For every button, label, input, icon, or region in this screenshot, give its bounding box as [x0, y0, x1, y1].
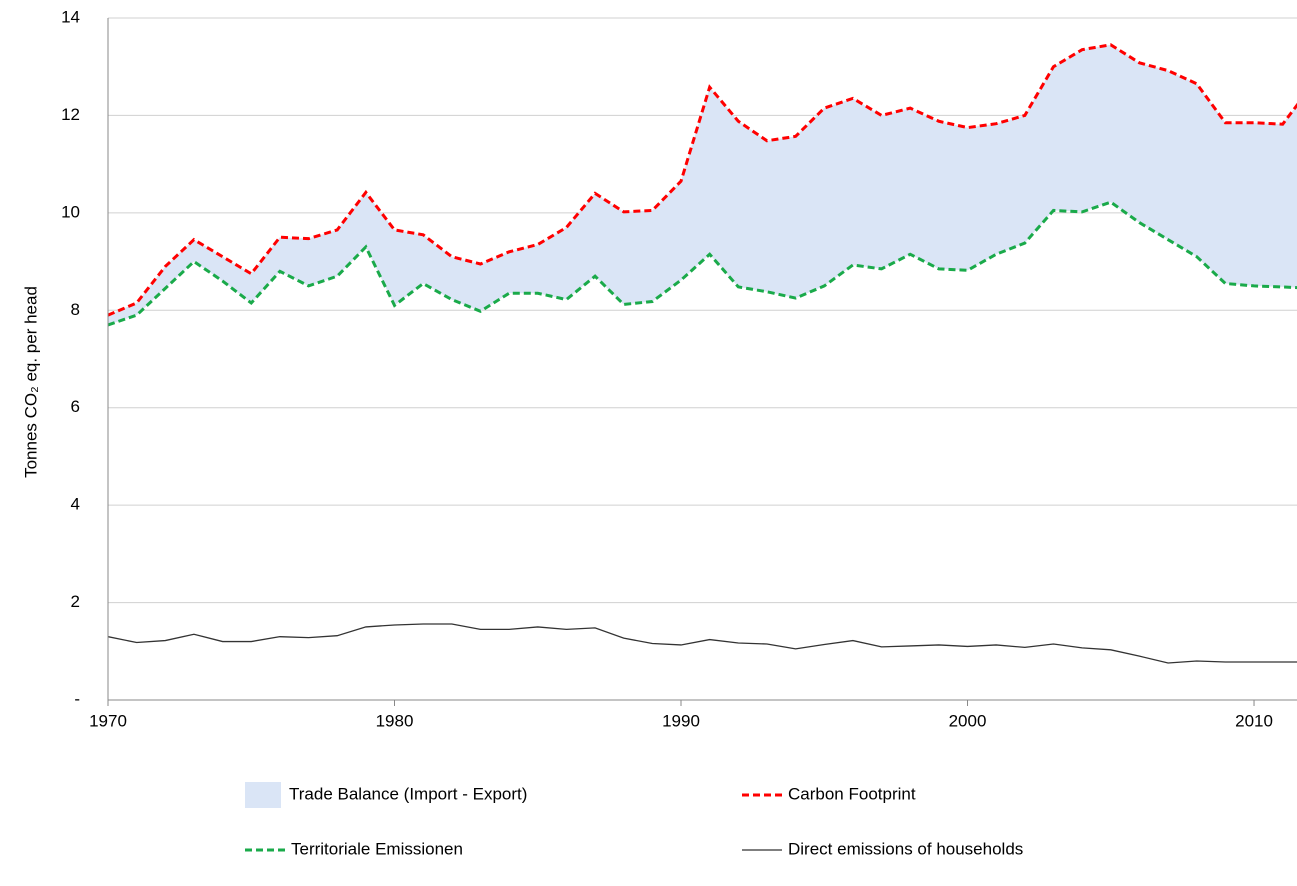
line [108, 200, 1297, 327]
y-tick-label: 2 [71, 592, 80, 611]
y-tick-label: - [74, 689, 80, 708]
y-tick-label: 4 [71, 495, 80, 514]
y-tick-label: 14 [61, 7, 80, 26]
y-tick-label: 8 [71, 300, 80, 319]
y-axis-label: Tonnes CO₂ eq. per head [21, 286, 40, 478]
x-tick-label: 1980 [376, 711, 414, 730]
x-tick-label: 1990 [662, 711, 700, 730]
y-tick-label: 10 [61, 202, 80, 221]
area [108, 44, 1297, 325]
line [108, 623, 1297, 664]
legend-label: Carbon Footprint [788, 784, 916, 803]
y-tick-label: 12 [61, 105, 80, 124]
y-tick-label: 6 [71, 397, 80, 416]
plot-area [108, 43, 1297, 664]
x-tick-label: 1970 [89, 711, 127, 730]
legend-label: Territoriale Emissionen [291, 839, 463, 858]
x-tick-label: 2010 [1235, 711, 1273, 730]
legend-label: Trade Balance (Import - Export) [289, 784, 527, 803]
line [108, 43, 1297, 317]
legend-label: Direct emissions of households [788, 839, 1023, 858]
x-tick-label: 2000 [949, 711, 987, 730]
legend-swatch [245, 782, 281, 808]
